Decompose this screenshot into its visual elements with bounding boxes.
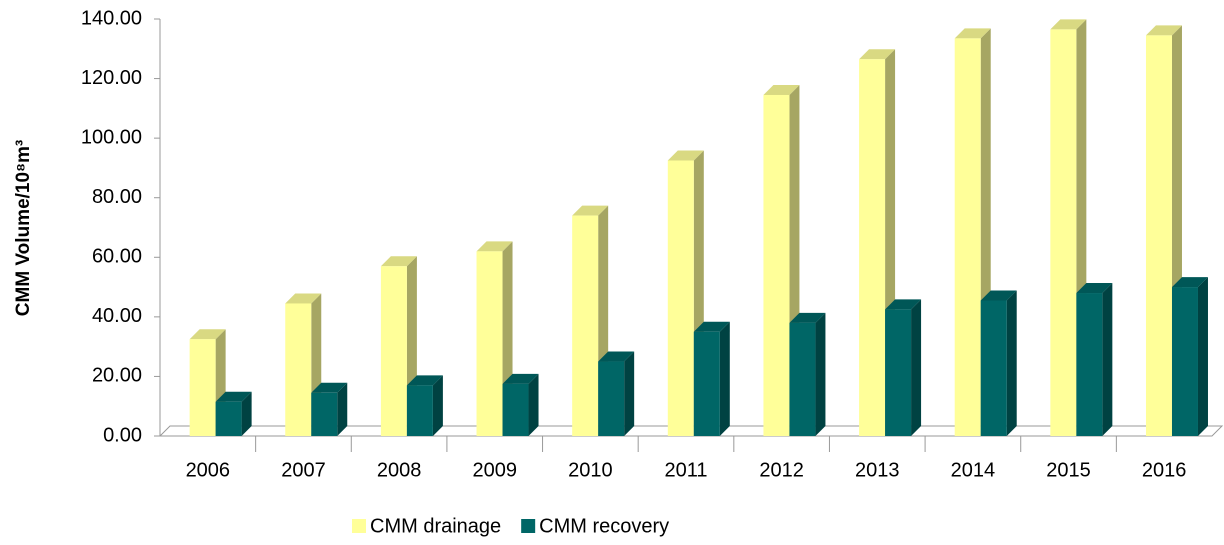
x-tick-label: 2007 — [281, 459, 326, 481]
bar — [980, 290, 1017, 436]
bar-face — [885, 309, 912, 436]
x-tick-label: 2012 — [759, 459, 804, 481]
bar-face — [815, 312, 826, 436]
bar-face — [598, 361, 625, 436]
bar-face — [311, 382, 348, 393]
bar — [476, 241, 513, 436]
y-tick-label: 120.00 — [81, 67, 142, 89]
bar-face — [311, 392, 338, 436]
bar-face — [241, 391, 252, 436]
bar-face — [763, 94, 790, 436]
legend-swatch — [521, 519, 536, 533]
bar-face — [693, 321, 730, 332]
y-tick-label: 0.00 — [103, 424, 142, 446]
bar-face — [285, 293, 322, 304]
bar-face — [406, 385, 433, 436]
bar — [502, 373, 539, 436]
bar-face — [215, 391, 252, 402]
bar-face — [859, 59, 886, 436]
bar-face — [1197, 277, 1208, 436]
x-tick-label: 2016 — [1142, 459, 1187, 481]
bar-face — [719, 321, 730, 436]
bar-face — [598, 351, 635, 362]
bar-face — [476, 241, 513, 252]
bar-face — [1050, 19, 1087, 30]
y-axis-label: CMM Volume/10⁸m³ — [13, 140, 34, 316]
bar-face — [1076, 293, 1103, 436]
bar-face — [1006, 290, 1017, 436]
bar-face — [1171, 287, 1198, 436]
bar — [885, 299, 922, 436]
y-tick-label: 100.00 — [81, 126, 142, 148]
bar — [215, 391, 252, 436]
bar-face — [885, 299, 922, 310]
x-tick-label: 2013 — [855, 459, 900, 481]
bar — [1171, 277, 1208, 436]
bar-face — [572, 215, 599, 436]
y-tick-label: 60.00 — [92, 246, 142, 268]
legend-swatch — [352, 519, 366, 533]
bar-face — [432, 375, 443, 436]
x-tick-label: 2015 — [1046, 459, 1091, 481]
x-tick-label: 2014 — [951, 459, 996, 481]
bar-face — [763, 84, 800, 95]
bar-face — [380, 266, 407, 436]
bar-face — [980, 300, 1007, 436]
bar-face — [1050, 29, 1077, 437]
x-tick-label: 2006 — [186, 459, 231, 481]
bar-face — [476, 251, 503, 436]
bar — [693, 321, 730, 436]
bar-face — [1145, 35, 1172, 436]
bar-face — [911, 299, 922, 436]
x-tick-label: 2010 — [568, 459, 613, 481]
bar — [1076, 283, 1113, 436]
bar-face — [789, 312, 826, 323]
bar-face — [1145, 25, 1182, 36]
bar-face — [189, 329, 226, 340]
bar-face — [859, 49, 896, 60]
bar-face — [215, 401, 242, 436]
bar-face — [789, 322, 816, 436]
bar-face — [667, 150, 704, 161]
x-tick-label: 2008 — [377, 459, 422, 481]
bar-face — [502, 383, 529, 436]
y-tick-label: 20.00 — [92, 365, 142, 387]
bar-face — [693, 331, 720, 436]
bar-face — [1076, 283, 1113, 294]
bar-face — [980, 290, 1017, 301]
bar-face — [954, 38, 981, 436]
bar-face — [667, 160, 694, 436]
legend-label: CMM recovery — [539, 515, 669, 537]
y-tick-label: 80.00 — [92, 186, 142, 208]
y-tick-label: 140.00 — [81, 7, 142, 29]
bar-face — [1102, 283, 1113, 436]
bar-face — [380, 256, 417, 267]
bar-face — [624, 351, 635, 436]
bar-face — [406, 375, 443, 386]
x-tick-label: 2011 — [664, 459, 707, 481]
bar-face — [337, 382, 348, 436]
bar — [311, 382, 348, 436]
bar-face — [502, 373, 539, 384]
bar-face — [954, 28, 991, 39]
bar-face — [528, 373, 539, 436]
legend-label: CMM drainage — [370, 515, 501, 537]
bar — [406, 375, 443, 436]
y-tick-label: 40.00 — [92, 305, 142, 327]
bar-face — [1171, 277, 1208, 288]
bar — [598, 351, 635, 436]
bar-face — [572, 205, 609, 216]
bar — [789, 312, 826, 436]
bar-face — [189, 339, 216, 436]
x-tick-label: 2009 — [472, 459, 517, 481]
bar-face — [285, 303, 312, 436]
